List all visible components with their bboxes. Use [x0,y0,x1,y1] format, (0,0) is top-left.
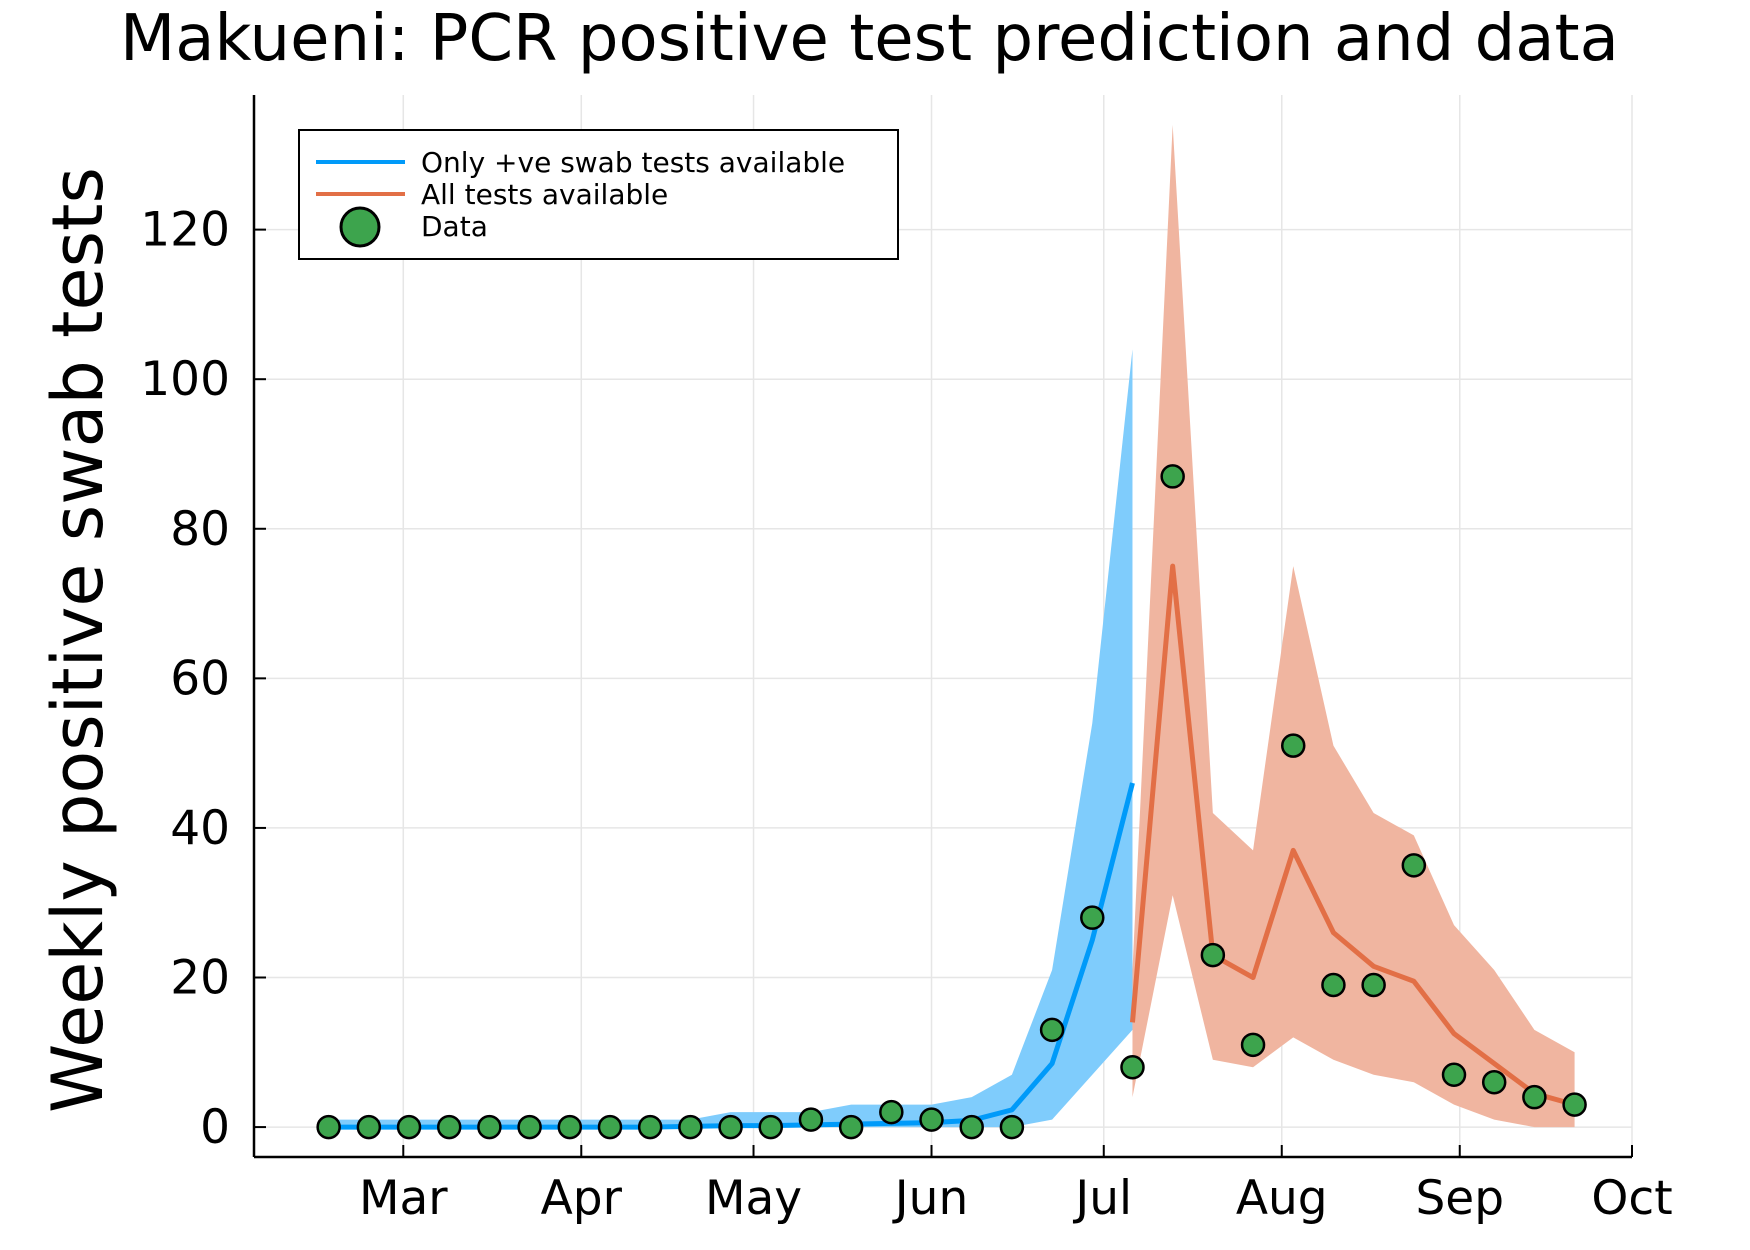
data-point [396,1114,422,1140]
data-point [1120,1055,1145,1080]
data-point [517,1114,542,1140]
axes [252,95,1633,1159]
y-tick-label: 0 [200,1100,230,1155]
data-point [678,1114,703,1140]
band-series-0 [328,349,1133,1128]
data-point [1441,1062,1467,1087]
data-point [316,1114,341,1140]
legend-label-all-tests: All tests available [421,178,668,211]
legend-label-positive-only: Only +ve swab tests available [421,146,845,179]
y-tick-label: 100 [140,352,230,407]
chart-title: Makueni: PCR positive test prediction an… [120,2,1619,76]
data-point [879,1099,904,1125]
data-point [1240,1032,1266,1058]
data-point [718,1114,743,1140]
data-point [1200,942,1226,968]
data-point [959,1114,984,1140]
data-point [356,1114,382,1140]
data-point [477,1114,502,1140]
data-point [1481,1069,1507,1095]
data-point [919,1107,944,1132]
x-tick-label: Mar [359,1171,448,1226]
legend-swatch-data-marker [339,206,381,248]
x-tick-label: Sep [1415,1171,1504,1226]
tick-labels: 0 20 40 60 80 100 120 Mar Apr May Jun Jul Aug Sep Oct [140,203,1672,1226]
x-tick-label: Oct [1591,1171,1672,1226]
x-tick-label: May [705,1171,802,1226]
data-point [1160,464,1185,489]
x-tick-label: Jul [1072,1171,1132,1226]
data-point [1361,972,1386,998]
x-tick-label: Aug [1236,1171,1328,1226]
data-point [798,1107,824,1132]
data-point [1080,905,1105,930]
y-tick-label: 40 [170,801,230,856]
data-point [999,1114,1025,1140]
data-point [436,1114,462,1140]
data-point [758,1114,783,1140]
data-point [1280,733,1306,758]
y-tick-label: 80 [170,502,230,557]
data-point [1039,1017,1065,1043]
y-axis-label: Weekly positive swab tests [37,167,119,1113]
band-series-1 [1132,124,1575,1128]
data-point [1522,1084,1547,1110]
data-point [1401,853,1427,878]
y-tick-label: 20 [170,951,230,1006]
legend: Only +ve swab tests available All tests … [298,129,899,260]
data-point [597,1114,623,1140]
line-series-1 [1129,563,1576,1108]
x-tick-label: Apr [541,1171,623,1226]
y-tick-label: 120 [140,203,230,258]
data-point [1562,1092,1587,1117]
data-point [557,1114,583,1140]
legend-label-data: Data [421,210,488,243]
uncertainty-bands [328,124,1575,1128]
data-point [838,1114,864,1140]
x-tick-label: Jun [892,1171,968,1226]
y-tick-label: 60 [170,651,230,706]
data-point [637,1114,663,1140]
data-point [1321,972,1346,998]
data-points [316,464,1587,1140]
